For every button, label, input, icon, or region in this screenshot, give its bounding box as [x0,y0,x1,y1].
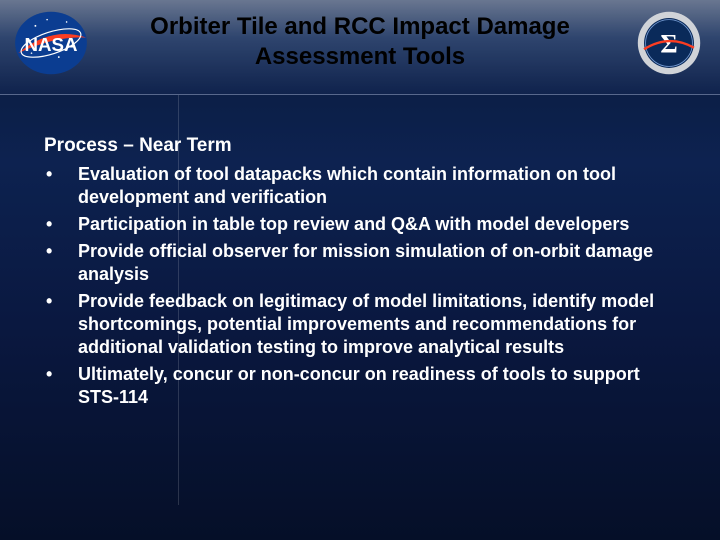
bullet-list: • Evaluation of tool datapacks which con… [44,163,676,409]
list-item: • Ultimately, concur or non-concur on re… [44,363,676,409]
bullet-icon: • [44,163,78,186]
title-line-1: Orbiter Tile and RCC Impact Damage [150,13,570,40]
list-item: • Provide official observer for mission … [44,240,676,286]
bullet-text: Provide feedback on legitimacy of model … [78,290,676,359]
nasa-logo-text: NASA [25,34,78,55]
slide-title: Orbiter Tile and RCC Impact Damage Asses… [100,12,620,72]
bullet-text: Ultimately, concur or non-concur on read… [78,363,676,409]
bullet-text: Provide official observer for mission si… [78,240,676,286]
bullet-icon: • [44,363,78,386]
nasa-logo-icon: NASA [12,10,90,76]
bullet-icon: • [44,240,78,263]
bullet-text: Evaluation of tool datapacks which conta… [78,163,676,209]
nesc-logo-icon: Σ [630,10,708,76]
bullet-icon: • [44,213,78,236]
section-heading: Process – Near Term [44,135,676,157]
slide-body: Process – Near Term • Evaluation of tool… [0,95,720,409]
title-line-2: Assessment Tools [255,43,465,70]
list-item: • Participation in table top review and … [44,213,676,236]
vertical-divider [178,95,179,505]
sigma-icon: Σ [660,28,677,58]
bullet-icon: • [44,290,78,313]
list-item: • Evaluation of tool datapacks which con… [44,163,676,209]
slide-header: NASA Orbiter Tile and RCC Impact Damage … [0,0,720,95]
bullet-text: Participation in table top review and Q&… [78,213,676,236]
list-item: • Provide feedback on legitimacy of mode… [44,290,676,359]
